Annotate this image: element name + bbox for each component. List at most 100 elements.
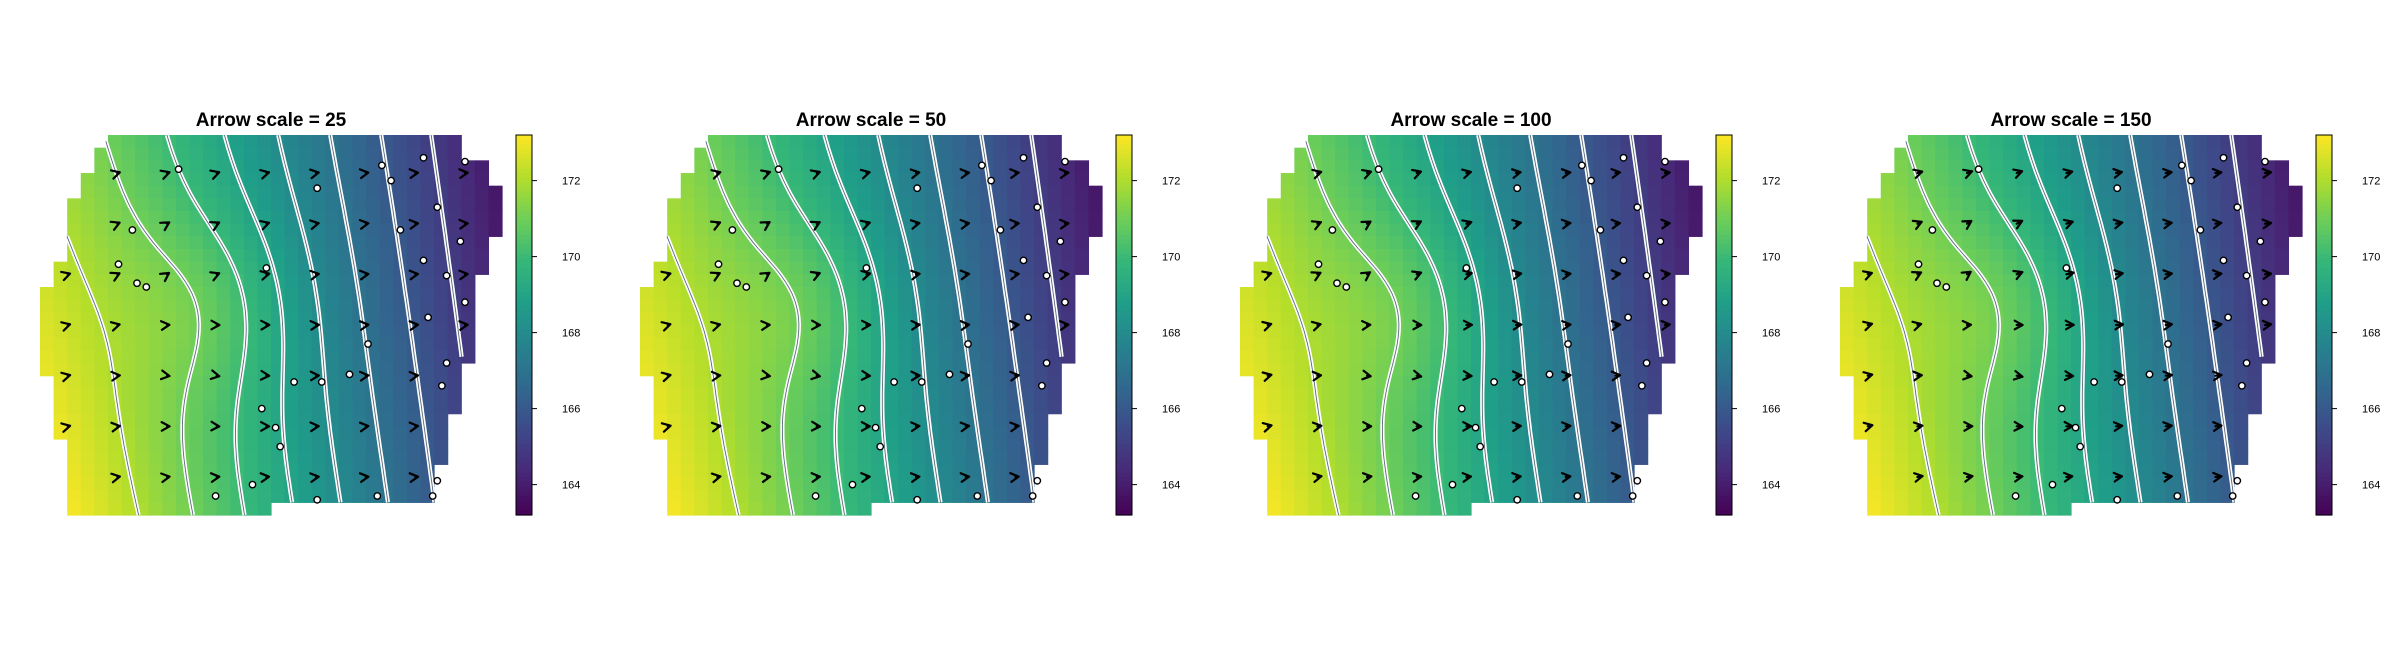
heatmap-cell [1525, 312, 1540, 326]
heatmap-cell [2152, 363, 2167, 377]
heatmap-cell [366, 173, 381, 187]
heatmap-cell [311, 198, 326, 212]
heatmap-cell [1606, 451, 1622, 465]
heatmap-cell [1088, 198, 1103, 212]
heatmap-cell [1294, 274, 1309, 288]
heatmap-cell [107, 502, 123, 516]
colorbar-segment [516, 215, 532, 222]
heatmap-cell [1688, 211, 1703, 225]
heatmap-cell [735, 312, 750, 326]
heatmap-cell [2098, 413, 2113, 427]
heatmap-cell [748, 325, 763, 339]
gradient-arrow [309, 370, 320, 382]
heatmap-cell [911, 388, 926, 402]
heatmap-cell [2003, 464, 2018, 478]
heatmap-cell [966, 261, 981, 275]
heatmap-cell [2220, 173, 2235, 187]
colorbar-segment [516, 192, 532, 198]
heatmap-cell [1647, 185, 1662, 199]
heatmap-cell [243, 249, 259, 263]
sample-point [862, 264, 871, 272]
heatmap-cell [843, 350, 859, 364]
colorbar-tick-label: 168 [1162, 328, 1180, 340]
heatmap-cell [884, 299, 899, 313]
heatmap-cell [1430, 135, 1445, 149]
heatmap-cell [830, 337, 845, 351]
heatmap-cell [721, 135, 736, 149]
colorbar-segment [1116, 353, 1132, 359]
heatmap-cell [2084, 312, 2099, 326]
sample-point [262, 264, 271, 272]
heatmap-cell [298, 135, 313, 149]
heatmap-cell [1867, 363, 1882, 377]
heatmap-cell [857, 135, 872, 149]
heatmap-cell [1484, 363, 1499, 377]
heatmap-cell [121, 350, 136, 364]
sample-point [2233, 203, 2242, 212]
heatmap-cell [707, 198, 723, 212]
heatmap-cell [2138, 261, 2154, 275]
heatmap-cell [2043, 160, 2059, 174]
heatmap-cell [966, 135, 981, 149]
gradient-arrow [159, 221, 171, 232]
sample-point [2242, 271, 2251, 280]
heatmap-cell [2016, 325, 2031, 339]
heatmap-cell [80, 350, 95, 364]
heatmap-cell [1935, 375, 1950, 389]
heatmap-cell [1335, 312, 1350, 326]
heatmap-cell [148, 135, 163, 149]
heatmap-cell [216, 173, 231, 187]
heatmap-cell [2084, 287, 2099, 301]
heatmap-cell [694, 223, 709, 237]
heatmap-cell [121, 502, 136, 516]
heatmap-cell [2003, 160, 2018, 174]
heatmap-cell [352, 388, 367, 402]
heatmap-cell [447, 211, 462, 225]
heatmap-cell [735, 160, 750, 174]
heatmap-cell [2220, 198, 2235, 212]
heatmap-cell [1020, 299, 1035, 313]
heatmap-cell [843, 363, 859, 377]
heatmap-cell [1034, 388, 1049, 402]
gradient-arrow [710, 421, 722, 433]
heatmap-cell [2166, 299, 2181, 313]
heatmap-cell [148, 173, 163, 187]
colorbar-segment [2316, 429, 2332, 435]
heatmap-cell [735, 401, 750, 415]
heatmap-cell [121, 401, 136, 415]
heatmap-cell [216, 363, 231, 377]
heatmap-cell [2003, 312, 2018, 326]
heatmap-cell [162, 388, 177, 402]
heatmap-cell [748, 274, 763, 288]
heatmap-cell [1566, 160, 1581, 174]
heatmap-cell [107, 135, 123, 149]
heatmap-cell [748, 502, 763, 516]
heatmap-cell [1321, 274, 1336, 288]
heatmap-cell [1403, 287, 1418, 301]
heatmap-cell [1348, 401, 1363, 415]
heatmap-cell [762, 185, 777, 199]
heatmap-cell [148, 299, 163, 313]
gradient-arrow [408, 370, 420, 382]
heatmap-cell [135, 299, 150, 313]
gradient-arrow [959, 269, 971, 281]
heatmap-cell [816, 185, 831, 199]
heatmap-cell [406, 426, 422, 440]
heatmap-cell [257, 287, 272, 301]
heatmap-cell [271, 223, 286, 237]
heatmap-cell [2166, 477, 2181, 491]
heatmap-cell [762, 489, 777, 503]
heatmap-cell [40, 287, 55, 301]
heatmap-cell [2016, 299, 2031, 313]
heatmap-cell [189, 261, 204, 275]
heatmap-cell [1457, 439, 1472, 453]
colorbar-segment [2316, 158, 2332, 165]
heatmap-cell [325, 299, 340, 313]
heatmap-cell [1593, 464, 1608, 478]
heatmap-cell [67, 375, 82, 389]
heatmap-cell [1484, 211, 1499, 225]
heatmap-cell [216, 401, 231, 415]
heatmap-cell [1853, 426, 1868, 440]
